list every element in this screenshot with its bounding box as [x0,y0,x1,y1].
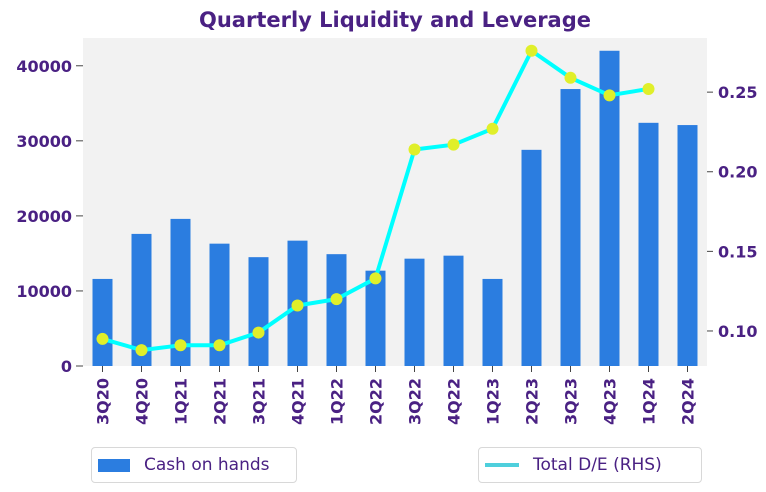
y-left-tick-label: 40000 [16,57,72,76]
y-right-tick-label: 0.10 [718,322,757,341]
x-tick-label: 2Q24 [679,378,698,425]
x-tick-label: 3Q20 [94,378,113,425]
y-right-tick-label: 0.20 [718,163,757,182]
bar [599,50,620,366]
de-point [135,344,148,357]
x-tick-label: 4Q21 [289,378,308,425]
x-tick-label: 4Q23 [601,378,620,425]
x-tick-label: 3Q22 [406,378,425,425]
bar [248,257,269,366]
x-tick-label: 4Q20 [133,378,152,425]
de-point [369,272,382,285]
bar [443,255,464,366]
y-left-tick-label: 10000 [16,282,72,301]
de-point [408,143,421,156]
x-tick-label: 2Q22 [367,378,386,425]
de-point [252,326,265,339]
x-tick-label: 2Q21 [211,378,230,425]
y-right-tick-label: 0.25 [718,83,757,102]
de-point [330,293,343,306]
legend-bar-swatch [98,458,130,472]
de-point [291,299,304,312]
legend-de: Total D/E (RHS) [478,447,702,483]
legend-cash: Cash on hands [91,447,297,483]
bar [131,233,152,366]
bar [365,270,386,366]
x-tick-label: 2Q23 [523,378,542,425]
x-tick-label: 4Q22 [445,378,464,425]
bar [560,89,581,366]
y-left-tick-label: 20000 [16,207,72,226]
de-point [447,138,460,151]
de-point [96,332,109,345]
x-tick-label: 3Q21 [250,378,269,425]
y-left-tick-label: 0 [61,357,72,376]
de-point [564,71,577,84]
de-point [174,339,187,352]
legend-label: Total D/E (RHS) [533,455,662,475]
de-point [603,89,616,102]
bar [170,218,191,366]
bar [521,149,542,366]
bar [677,125,698,366]
bar [404,258,425,366]
y-right-tick-label: 0.15 [718,242,757,261]
bar [326,254,347,366]
de-point [213,339,226,352]
x-tick-label: 3Q23 [562,378,581,425]
bar [482,278,503,366]
x-tick-label: 1Q21 [172,378,191,425]
de-point [486,122,499,135]
bar [92,278,113,366]
legend-label: Cash on hands [144,455,270,475]
x-tick-label: 1Q22 [328,378,347,425]
x-tick-label: 1Q24 [640,378,659,425]
bar [209,243,230,366]
chart-title: Quarterly Liquidity and Leverage [199,8,591,32]
x-tick-label: 1Q23 [484,378,503,425]
legend-line-swatch [485,463,519,467]
bar [638,122,659,367]
de-point [642,82,655,95]
y-left-tick-label: 30000 [16,132,72,151]
de-point [525,44,538,57]
